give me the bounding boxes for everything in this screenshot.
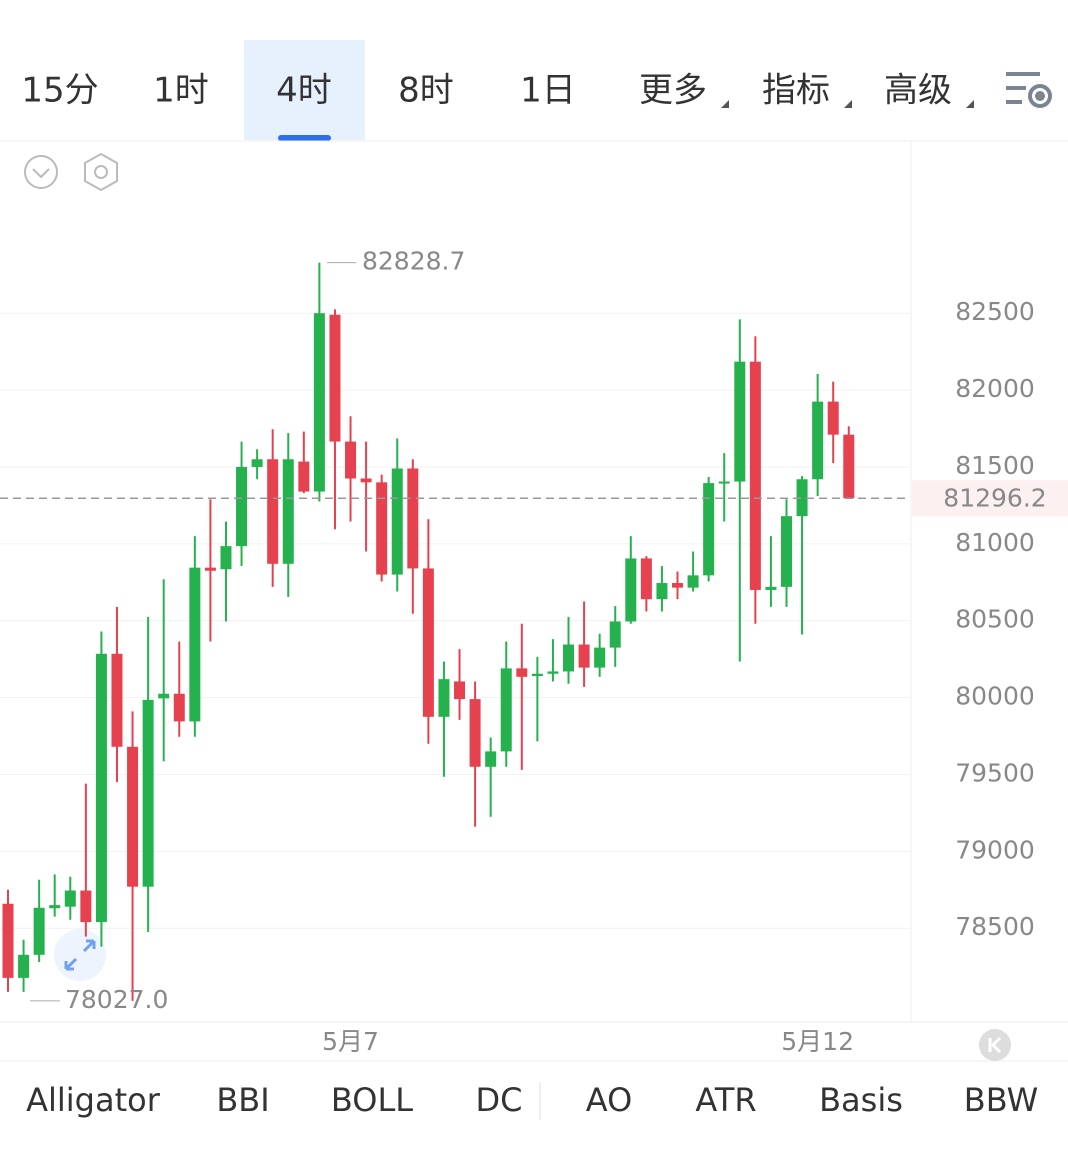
candle-body [547, 671, 559, 674]
dropdown-caret [966, 100, 974, 108]
candle-body [656, 583, 668, 600]
timeframe-tab[interactable]: 1时 [153, 71, 209, 111]
candle-body [594, 647, 606, 668]
candle-body [734, 361, 746, 482]
timeframe-tab[interactable]: 1日 [520, 71, 576, 111]
candle-body [127, 746, 139, 887]
timeframe-tab[interactable]: 指标 [762, 71, 830, 111]
candle-body [236, 466, 248, 547]
candle-body [469, 699, 481, 767]
candle-body [703, 483, 715, 576]
collapse-icon[interactable] [24, 155, 58, 189]
y-tick-label: 80500 [955, 605, 1035, 634]
candle-body [391, 468, 403, 575]
candle-body [95, 653, 107, 923]
y-tick-label: 79500 [955, 758, 1035, 787]
candle-body [33, 907, 45, 955]
candle-body [220, 546, 232, 570]
y-tick-label: 78500 [955, 912, 1035, 941]
candle-body [267, 459, 279, 564]
indicator-tab[interactable]: ATR [695, 1081, 756, 1119]
candle-body [189, 567, 201, 722]
candle-body [687, 575, 699, 588]
candle-body [360, 478, 372, 483]
candle-body [282, 459, 294, 564]
candle-body [49, 905, 61, 909]
indicator-tab[interactable]: AO [586, 1081, 633, 1119]
candle-body [812, 401, 824, 480]
y-tick-label: 81000 [955, 528, 1035, 557]
indicator-tab[interactable]: BBI [216, 1081, 269, 1119]
indicator-tab[interactable]: Alligator [26, 1081, 161, 1119]
timeframe-tab[interactable]: 8时 [398, 71, 454, 111]
candle-body [80, 890, 92, 923]
last-price-label: 81296.2 [943, 483, 1046, 512]
candle-body [376, 482, 388, 575]
timeframe-tab[interactable]: 高级 [884, 71, 952, 111]
candle-body [563, 644, 575, 672]
candle-body [251, 459, 263, 467]
candle-body [485, 751, 497, 767]
candle-body [158, 693, 170, 699]
candle-body [422, 568, 434, 717]
candle-body [64, 890, 76, 907]
settings-icon[interactable] [1006, 72, 1052, 108]
candle-body [111, 653, 123, 747]
candle-body [516, 668, 528, 677]
candle-body [500, 668, 512, 752]
indicator-tab[interactable]: DC [476, 1081, 523, 1119]
candle-body [749, 361, 761, 590]
candle-body [313, 313, 325, 492]
timeframe-tab[interactable]: 更多 [639, 71, 707, 111]
candle-body [454, 681, 466, 700]
candle-body [173, 693, 185, 722]
timeframe-tab[interactable]: 15分 [21, 71, 98, 111]
y-tick-label: 79000 [955, 835, 1035, 864]
candle-body [672, 583, 684, 588]
candle-body [827, 401, 839, 435]
expand-icon[interactable] [54, 929, 106, 981]
candle-body [609, 621, 621, 648]
min-label: 78027.0 [65, 985, 168, 1014]
dropdown-caret [721, 100, 729, 108]
settings-hex-icon[interactable] [84, 152, 118, 192]
last-price-bg [912, 480, 1068, 517]
selected-tab-bg [244, 40, 365, 140]
candle-body [781, 516, 792, 587]
candle-body [843, 434, 855, 499]
candle-body [578, 644, 590, 668]
timeframe-tab[interactable]: 4时 [276, 71, 332, 111]
candle-body [18, 954, 30, 978]
max-label: 82828.7 [362, 247, 465, 276]
candle-body [407, 468, 419, 569]
candle-body [438, 679, 450, 717]
candle-body [298, 461, 310, 492]
candle-body [765, 586, 777, 590]
indicator-tab[interactable]: BOLL [331, 1081, 413, 1119]
y-tick-label: 82500 [955, 297, 1035, 326]
x-tick-label: 5月12 [781, 1027, 854, 1056]
x-tick-label: 5月7 [322, 1027, 379, 1056]
y-tick-label: 80000 [955, 682, 1035, 711]
candle-body [204, 567, 216, 571]
indicator-tab[interactable]: Basis [819, 1081, 903, 1119]
indicator-tab[interactable]: BBW [964, 1081, 1038, 1119]
scroll-end-icon[interactable] [979, 1029, 1011, 1061]
candle-body [142, 699, 154, 887]
candle-body [625, 558, 637, 622]
dropdown-caret [844, 100, 852, 108]
y-tick-label: 81500 [955, 451, 1035, 480]
candle-body [531, 673, 543, 677]
candle-body [2, 903, 14, 978]
candle-body [718, 481, 730, 484]
y-tick-label: 82000 [955, 374, 1035, 403]
candle-body [329, 314, 341, 442]
candle-body [345, 441, 357, 479]
candle-body [640, 558, 652, 600]
selected-tab-underline [278, 135, 331, 141]
candle-body [796, 479, 808, 517]
